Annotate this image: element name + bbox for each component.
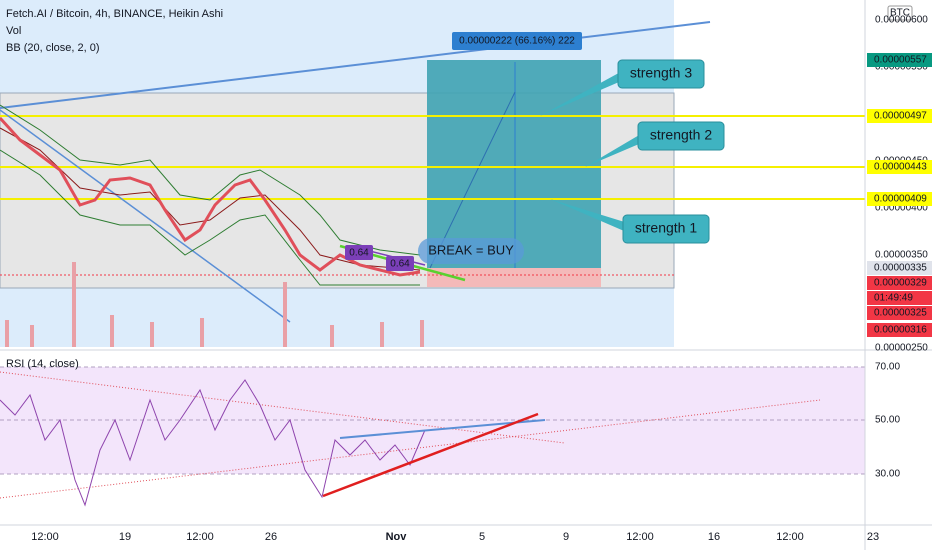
ratio-tag xyxy=(345,245,373,260)
price-tag-label: 0.00000329 xyxy=(874,278,927,289)
callout-label: strength 3 xyxy=(630,65,692,81)
indicator-label: Vol xyxy=(6,25,21,37)
time-label: 26 xyxy=(265,531,277,543)
price-tag xyxy=(867,109,932,123)
price-tag-label: 0.00000409 xyxy=(874,194,927,205)
volume-bar xyxy=(200,318,204,347)
callout-label: strength 2 xyxy=(650,127,712,143)
indicator-label: BB (20, close, 2, 0) xyxy=(6,42,100,54)
time-label: 5 xyxy=(479,531,485,543)
rsi-label: RSI (14, close) xyxy=(6,358,79,370)
price-label: 0.00000400 xyxy=(875,203,928,214)
volume-bar xyxy=(283,282,287,347)
price-tag xyxy=(867,53,932,67)
currency: BTC xyxy=(890,8,910,19)
target-label: 0.00000222 (66.16%) 222 xyxy=(459,36,575,47)
callout xyxy=(637,121,725,151)
time-label: 12:00 xyxy=(776,531,804,543)
price-tag xyxy=(867,276,932,290)
trendline xyxy=(339,419,546,439)
trendline xyxy=(0,21,711,109)
volume-bar xyxy=(72,262,76,347)
price-tag-label: 0.00000325 xyxy=(874,308,927,319)
price-tag xyxy=(867,160,932,174)
time-label: 12:00 xyxy=(186,531,214,543)
ratio-label: 0.64 xyxy=(390,259,410,270)
volume-bar xyxy=(330,325,334,347)
trendline xyxy=(0,371,566,444)
target-label-bg xyxy=(452,32,582,50)
volume xyxy=(5,262,424,347)
ratio-label: 0.64 xyxy=(349,248,369,259)
break-label: BREAK = BUY xyxy=(428,242,514,257)
price-tag xyxy=(867,306,932,320)
rsi-tick-label: 70.00 xyxy=(875,362,900,373)
time-label: 9 xyxy=(563,531,569,543)
callout-pointer xyxy=(540,69,626,116)
price-tag-label: 0.00000497 xyxy=(874,111,927,122)
volume-bar xyxy=(150,322,154,347)
price-label: 0.00000550 xyxy=(875,62,928,73)
callout-label: strength 1 xyxy=(635,220,697,236)
break-label-bg xyxy=(418,238,524,264)
trendline xyxy=(0,109,291,323)
price-label: 0.00000350 xyxy=(875,250,928,261)
time-label: 12:00 xyxy=(31,531,59,543)
time-label: Nov xyxy=(386,531,408,543)
price-tag-label: 0.00000557 xyxy=(874,55,927,66)
rsi-tick-label: 30.00 xyxy=(875,469,900,480)
price-tag-label: 0.00000335 xyxy=(874,263,927,274)
price-tag xyxy=(867,291,932,305)
callout xyxy=(622,214,710,244)
volume-bar xyxy=(380,322,384,347)
rsi-tick-label: 50.00 xyxy=(875,415,900,426)
bollinger-basis xyxy=(0,127,421,271)
target-box xyxy=(427,60,601,268)
price-label: 0.00000250 xyxy=(875,343,928,354)
time-label: 19 xyxy=(119,531,131,543)
callout-pointer xyxy=(550,199,631,234)
time-label: 12:00 xyxy=(626,531,654,543)
volume-bar xyxy=(420,320,424,347)
volume-bar xyxy=(5,320,9,347)
price-candles xyxy=(0,116,421,277)
price-tag-label: 01:49:49 xyxy=(874,293,913,304)
stop-box xyxy=(427,268,601,287)
trendline xyxy=(322,412,539,498)
callout-pointer xyxy=(585,131,646,167)
price-tag-label: 0.00000443 xyxy=(874,162,927,173)
currency-box xyxy=(887,5,913,21)
bollinger-upper xyxy=(0,104,421,256)
rsi-band xyxy=(0,367,865,474)
volume-bar xyxy=(30,325,34,347)
chart-title: Fetch.AI / Bitcoin, 4h, BINANCE, Heikin … xyxy=(6,8,223,20)
price-tag-label: 0.00000316 xyxy=(874,325,927,336)
callout xyxy=(617,59,705,89)
rsi-line xyxy=(0,379,426,507)
price-tag xyxy=(867,261,932,275)
price-tag xyxy=(867,323,932,337)
volume-bar xyxy=(110,315,114,347)
time-label: 23 xyxy=(867,531,879,543)
price-label: 0.00000600 xyxy=(875,15,928,26)
bollinger-lower xyxy=(0,149,420,286)
ratio-tag xyxy=(386,256,414,271)
price-tag xyxy=(867,192,932,206)
time-label: 16 xyxy=(708,531,720,543)
